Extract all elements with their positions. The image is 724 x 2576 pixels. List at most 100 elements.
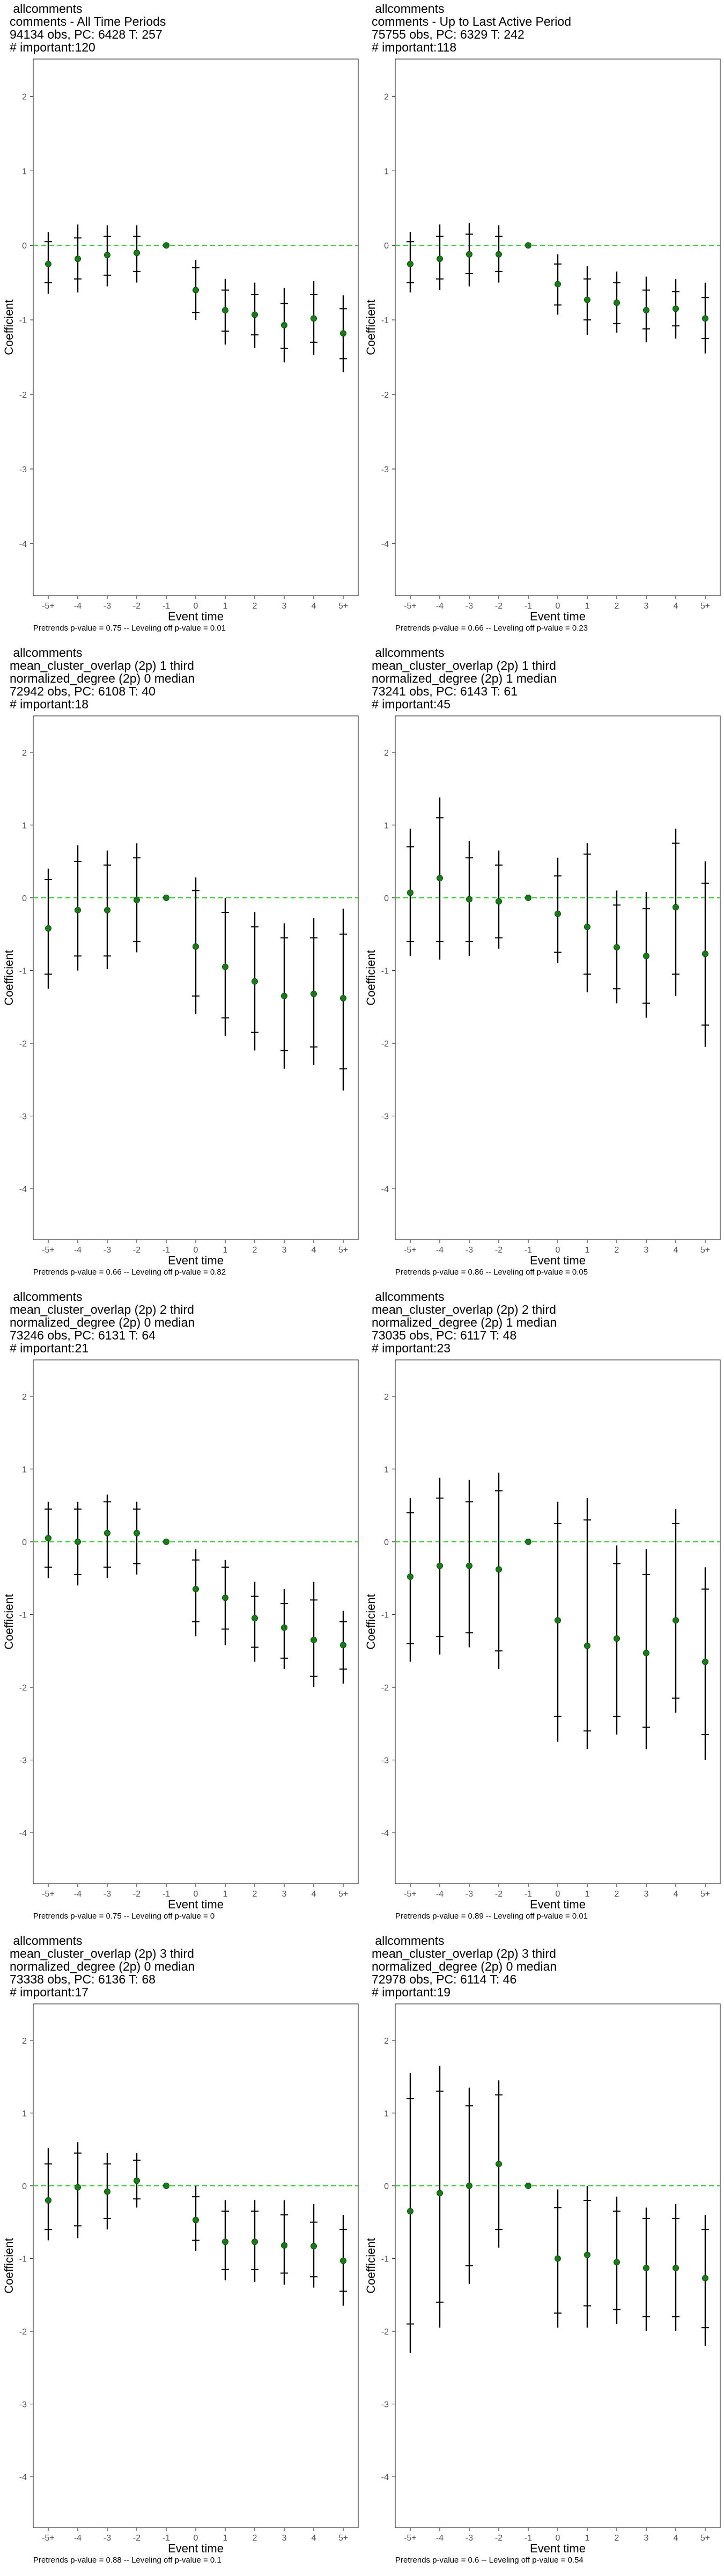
chart-title-line: mean_cluster_overlap (2p) 2 third bbox=[372, 1302, 556, 1316]
coefficient-point bbox=[222, 307, 228, 314]
coefficient-point bbox=[104, 2188, 110, 2195]
y-tick-label: -4 bbox=[381, 1829, 389, 1838]
coefficient-point bbox=[525, 1538, 531, 1545]
coefficient-point bbox=[525, 242, 531, 249]
coefficient-point bbox=[252, 2238, 258, 2245]
y-tick-label: 0 bbox=[22, 894, 27, 903]
coefficient-point bbox=[584, 924, 590, 931]
coefficient-point bbox=[281, 2242, 287, 2249]
chart-title: allcomments mean_cluster_overlap (2p) 3 t… bbox=[372, 1934, 557, 1999]
chart-footer-pvalues: Pretrends p-value = 0.75 -- Leveling off… bbox=[33, 1912, 215, 1921]
chart-title-line: 73035 obs, PC: 6117 T: 48 bbox=[372, 1328, 517, 1342]
chart-title-line: allcomments bbox=[372, 2, 445, 16]
coefficient-point bbox=[437, 1562, 443, 1569]
x-tick-label: 1 bbox=[585, 1890, 590, 1899]
x-tick-label: 5+ bbox=[700, 2534, 710, 2543]
coefficient-point bbox=[104, 1529, 110, 1536]
x-tick-label: -3 bbox=[466, 1890, 473, 1899]
x-tick-label: -1 bbox=[524, 1246, 532, 1255]
coefficient-point bbox=[134, 896, 140, 903]
coefficient-point bbox=[584, 296, 590, 303]
x-tick-label: -5+ bbox=[404, 602, 417, 611]
x-tick-label: 0 bbox=[194, 2534, 198, 2543]
coefficient-point bbox=[222, 1594, 228, 1601]
y-tick-label: 1 bbox=[22, 1465, 27, 1474]
x-tick-label: 1 bbox=[223, 1246, 228, 1255]
x-axis-label: Event time bbox=[530, 1254, 586, 1267]
coefficient-point bbox=[45, 1535, 51, 1542]
x-axis-label: Event time bbox=[530, 1898, 586, 1911]
coefficient-point bbox=[193, 943, 199, 950]
chart-title-line: allcomments bbox=[10, 2, 83, 16]
x-tick-label: 3 bbox=[644, 2534, 649, 2543]
coefficient-point bbox=[407, 260, 413, 267]
x-tick-label: -3 bbox=[466, 1246, 473, 1255]
y-tick-label: -2 bbox=[381, 1684, 389, 1693]
chart-title-line: 94134 obs, PC: 6428 T: 257 bbox=[10, 27, 162, 41]
y-axis-label: Coefficient bbox=[2, 1594, 16, 1650]
x-axis-label: Event time bbox=[530, 2542, 586, 2555]
x-tick-label: 2 bbox=[253, 602, 257, 611]
coefficient-point bbox=[673, 305, 679, 312]
coefficient-point bbox=[437, 255, 443, 262]
x-tick-label: 4 bbox=[312, 1890, 316, 1899]
x-tick-label: -5+ bbox=[404, 2534, 417, 2543]
plot-frame bbox=[395, 715, 721, 1240]
x-tick-label: -3 bbox=[104, 1246, 111, 1255]
coefficient-point bbox=[75, 906, 81, 913]
coefficient-point bbox=[104, 252, 110, 259]
x-tick-label: -4 bbox=[436, 2534, 444, 2543]
x-tick-label: 1 bbox=[585, 2534, 590, 2543]
y-tick-label: 2 bbox=[384, 92, 389, 101]
coefficient-point bbox=[614, 944, 620, 951]
y-tick-label: -1 bbox=[19, 1611, 27, 1620]
coefficient-point bbox=[75, 2184, 81, 2191]
y-tick-label: -3 bbox=[381, 1757, 389, 1766]
chart-footer-pvalues: Pretrends p-value = 0.89 -- Leveling off… bbox=[395, 1912, 588, 1921]
coefficient-point bbox=[75, 255, 81, 262]
coefficient-point bbox=[311, 1636, 317, 1643]
x-tick-label: -1 bbox=[162, 2534, 170, 2543]
x-tick-label: 4 bbox=[674, 1246, 678, 1255]
y-tick-label: -2 bbox=[381, 1040, 389, 1049]
coefficient-point bbox=[614, 299, 620, 306]
y-tick-label: -4 bbox=[381, 1185, 389, 1194]
coefficient-point bbox=[643, 307, 649, 314]
chart-title-line: # important:18 bbox=[10, 697, 89, 711]
coefficient-point bbox=[643, 2265, 649, 2272]
coefficient-point bbox=[673, 2265, 679, 2272]
x-tick-label: -1 bbox=[162, 602, 170, 611]
x-tick-label: -2 bbox=[495, 2534, 503, 2543]
x-tick-label: -1 bbox=[524, 1890, 532, 1899]
coefficient-point bbox=[466, 896, 472, 903]
chart-svg: 2 1 0 -1 -2 -3 -4 -5+ -4 -3 -2 -1 0 1 2 3 4 5+ Event time C… bbox=[2, 1359, 359, 1911]
x-tick-label: -5+ bbox=[42, 1890, 55, 1899]
x-tick-label: 3 bbox=[644, 1890, 649, 1899]
coefficient-point bbox=[340, 330, 346, 337]
x-tick-label: -2 bbox=[133, 602, 141, 611]
y-axis-label: Coefficient bbox=[364, 2238, 378, 2294]
chart-title-line: allcomments bbox=[10, 1934, 83, 1948]
chart-title-line: mean_cluster_overlap (2p) 1 third bbox=[372, 658, 556, 672]
x-tick-label: 4 bbox=[312, 2534, 316, 2543]
y-axis-label: Coefficient bbox=[2, 950, 16, 1006]
x-tick-label: 1 bbox=[585, 1246, 590, 1255]
coefficient-point bbox=[45, 260, 51, 267]
coefficient-point bbox=[614, 1635, 620, 1642]
coefficient-point bbox=[45, 925, 51, 932]
y-tick-label: -1 bbox=[381, 2255, 389, 2264]
chart-title-line: normalized_degree (2p) 1 median bbox=[372, 671, 557, 685]
chart-title-line: normalized_degree (2p) 1 median bbox=[372, 1315, 557, 1329]
y-tick-label: -4 bbox=[19, 2473, 27, 2482]
chart-svg: 2 1 0 -1 -2 -3 -4 -5+ -4 -3 -2 -1 0 1 2 3 4 5+ Event time C… bbox=[364, 1359, 721, 1911]
chart-title-line: 72942 obs, PC: 6108 T: 40 bbox=[10, 684, 156, 698]
coefficient-point bbox=[702, 2275, 708, 2282]
x-tick-label: -5+ bbox=[404, 1246, 417, 1255]
chart-panel-1: allcomments comments - All Time Periods 94… bbox=[0, 0, 362, 644]
y-tick-label: 1 bbox=[384, 821, 389, 830]
coefficient-point bbox=[281, 1624, 287, 1631]
x-tick-label: -3 bbox=[466, 2534, 473, 2543]
y-tick-label: -1 bbox=[19, 2255, 27, 2264]
y-tick-label: -4 bbox=[381, 2473, 389, 2482]
chart-title-line: 72978 obs, PC: 6114 T: 46 bbox=[372, 1972, 517, 1986]
